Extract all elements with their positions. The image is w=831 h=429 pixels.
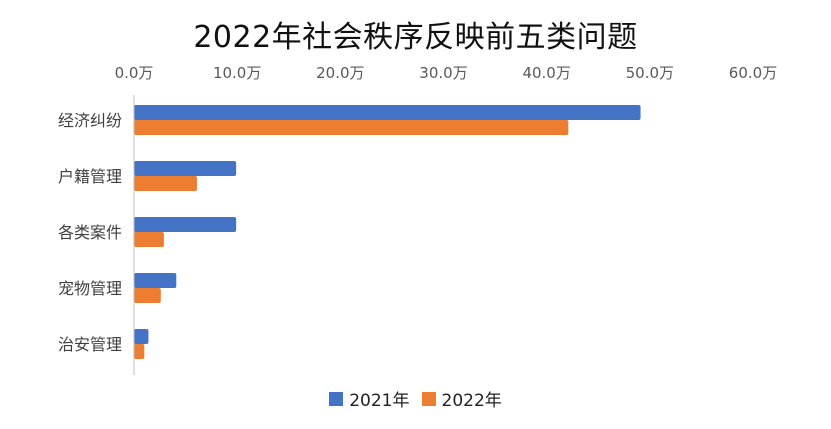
legend-item-2021: 2021年 bbox=[329, 386, 410, 411]
bar-public-security-2022 bbox=[134, 344, 145, 359]
bar-household-registration-2021 bbox=[134, 161, 237, 176]
legend-label-2022: 2022年 bbox=[441, 391, 502, 411]
bar-household-registration-2022 bbox=[134, 176, 197, 191]
legend-swatch-2021 bbox=[329, 391, 344, 406]
x-tick-label: 20.0万 bbox=[316, 64, 364, 82]
bar-public-security-2021 bbox=[134, 329, 149, 344]
x-tick-label: 30.0万 bbox=[419, 64, 467, 82]
category-label-criminal-cases: 各类案件 bbox=[58, 223, 122, 242]
legend-label-2021: 2021年 bbox=[349, 391, 410, 411]
legend-item-2022: 2022年 bbox=[421, 386, 502, 411]
x-axis-ticks: 0.0万 10.0万 20.0万 30.0万 40.0万 50.0万 60.0万 bbox=[115, 64, 778, 82]
x-tick-label: 50.0万 bbox=[626, 64, 674, 82]
x-tick-label: 0.0万 bbox=[115, 64, 154, 82]
x-tick-label: 40.0万 bbox=[522, 64, 570, 82]
bar-pet-management-2021 bbox=[134, 273, 177, 288]
legend-swatch-2022 bbox=[421, 391, 436, 406]
x-tick-label: 60.0万 bbox=[729, 64, 777, 82]
bars bbox=[134, 105, 641, 359]
category-label-household-registration: 户籍管理 bbox=[58, 167, 122, 186]
bar-criminal-cases-2021 bbox=[134, 217, 237, 232]
bar-economic-dispute-2021 bbox=[134, 105, 641, 120]
bar-economic-dispute-2022 bbox=[134, 120, 569, 135]
category-label-pet-management: 宠物管理 bbox=[58, 279, 122, 298]
x-tick-label: 10.0万 bbox=[213, 64, 261, 82]
category-label-economic-dispute: 经济纠纷 bbox=[58, 111, 122, 130]
bar-criminal-cases-2022 bbox=[134, 232, 164, 247]
legend: 2021年 2022年 bbox=[0, 386, 831, 411]
chart-title: 2022年社会秩序反映前五类问题 bbox=[193, 20, 638, 55]
category-label-public-security: 治安管理 bbox=[58, 335, 122, 354]
bar-pet-management-2022 bbox=[134, 288, 161, 303]
